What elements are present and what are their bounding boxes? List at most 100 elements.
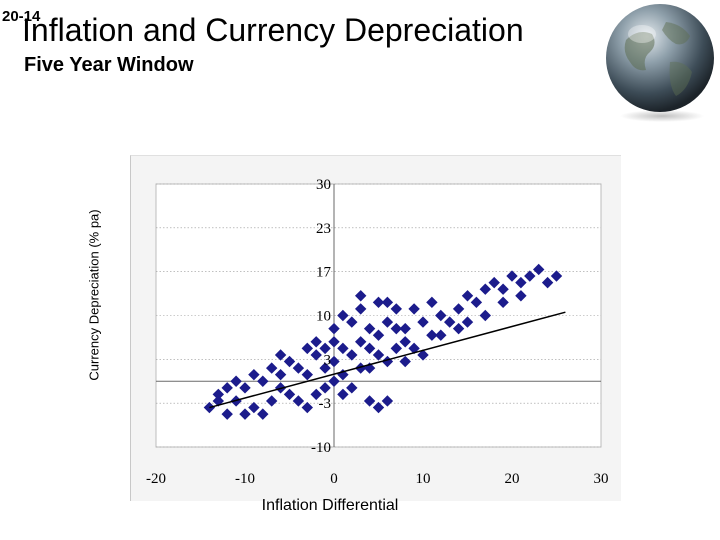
x-axis-label: Inflation Differential	[261, 497, 399, 514]
scatter-point	[550, 270, 563, 282]
scatter-point	[381, 316, 394, 328]
scatter-point	[372, 401, 385, 414]
scatter-point	[337, 388, 349, 401]
scatter-point	[328, 336, 340, 348]
scatter-point	[515, 290, 527, 302]
scatter-point	[497, 296, 509, 309]
scatter-point	[515, 276, 527, 289]
scatter-point	[248, 368, 260, 381]
scatter-point	[239, 408, 251, 420]
scatter-point	[337, 342, 349, 355]
scatter-point	[319, 342, 331, 355]
scatter-point	[301, 401, 314, 414]
x-tick-label: 20	[505, 471, 520, 487]
scatter-point	[452, 322, 465, 335]
scatter-point	[479, 283, 492, 295]
scatter-point	[319, 382, 331, 394]
scatter-point	[230, 375, 242, 387]
x-tick-label: 0	[330, 471, 338, 487]
scatter-point	[265, 362, 278, 374]
scatter-point	[265, 395, 278, 407]
scatter-point	[346, 349, 358, 361]
scatter-point	[488, 276, 500, 289]
scatter-point	[319, 362, 331, 374]
scatter-point	[390, 303, 403, 315]
scatter-point	[426, 296, 438, 309]
y-tick-label: 17	[316, 265, 332, 281]
scatter-point	[524, 270, 536, 282]
scatter-point	[541, 276, 554, 289]
scatter-point	[328, 322, 340, 335]
y-tick-label: -10	[311, 440, 331, 456]
scatter-point	[426, 329, 438, 341]
scatter-point	[399, 355, 411, 368]
scatter-point	[346, 316, 358, 328]
y-tick-label: 3	[324, 352, 332, 368]
scatter-point	[363, 322, 376, 335]
slide-number: 20-14	[2, 8, 41, 25]
scatter-point	[417, 316, 429, 328]
scatter-point	[497, 283, 509, 295]
scatter-point	[399, 336, 411, 348]
scatter-point	[337, 309, 349, 322]
scatter-point	[283, 388, 296, 401]
y-tick-label: 30	[316, 177, 331, 193]
globe-icon	[606, 4, 714, 122]
chart-area: 30 23 17 10 3 -3 -10 -20 -10 0 10 20 30	[130, 155, 621, 501]
scatter-point	[435, 329, 447, 341]
scatter-point	[461, 290, 474, 302]
scatter-point	[381, 395, 394, 407]
scatter-point	[354, 303, 367, 315]
scatter-point	[443, 316, 456, 328]
scatter-point	[354, 290, 367, 302]
y-tick-label: 23	[316, 221, 331, 237]
y-tick-label: -3	[319, 396, 332, 412]
scatter-plot: 30 23 17 10 3 -3 -10 -20 -10 0 10 20 30	[146, 177, 609, 487]
scatter-point	[257, 408, 269, 420]
scatter-point	[399, 322, 411, 335]
scatter-point	[479, 309, 492, 322]
scatter-point	[346, 382, 358, 394]
scatter-point	[372, 296, 385, 309]
scatter-point	[435, 309, 447, 322]
scatter-point	[372, 329, 385, 341]
scatter-point	[506, 270, 518, 282]
scatter-point	[310, 349, 322, 361]
scatter-point	[381, 296, 394, 309]
scatter-point	[221, 408, 233, 420]
scatter-point	[417, 349, 429, 361]
scatter-point	[248, 401, 260, 414]
scatter-point	[283, 355, 296, 368]
scatter-point	[274, 349, 287, 361]
scatter-point	[301, 342, 314, 355]
scatter-point	[310, 336, 322, 348]
scatter-point	[221, 382, 233, 394]
scatter-point	[372, 349, 385, 361]
x-tick-label: 10	[416, 471, 431, 487]
scatter-point	[274, 368, 287, 381]
scatter-point	[461, 316, 474, 328]
scatter-point	[310, 388, 322, 401]
slide-subtitle: Five Year Window	[24, 54, 194, 76]
scatter-point	[390, 342, 403, 355]
scatter-point	[301, 368, 314, 381]
scatter-point	[292, 362, 305, 374]
scatter-point	[363, 395, 376, 407]
scatter-point	[390, 322, 403, 335]
slide-title: Inflation and Currency Depreciation	[22, 12, 524, 48]
scatter-point	[532, 263, 545, 276]
scatter-point	[328, 375, 340, 387]
x-tick-label: 30	[594, 471, 609, 487]
trend-line	[209, 311, 566, 409]
y-tick-label: 10	[316, 309, 331, 325]
scatter-point	[408, 303, 420, 315]
scatter-point	[292, 395, 305, 407]
scatter-point	[470, 296, 483, 309]
scatter-point	[452, 303, 465, 315]
scatter-point	[212, 395, 225, 407]
scatter-point	[239, 382, 251, 394]
scatter-point	[354, 336, 367, 348]
y-axis-label: Currency Depreciation (% pa)	[86, 209, 102, 381]
scatter-point	[257, 375, 269, 387]
x-tick-label: -20	[146, 471, 166, 487]
